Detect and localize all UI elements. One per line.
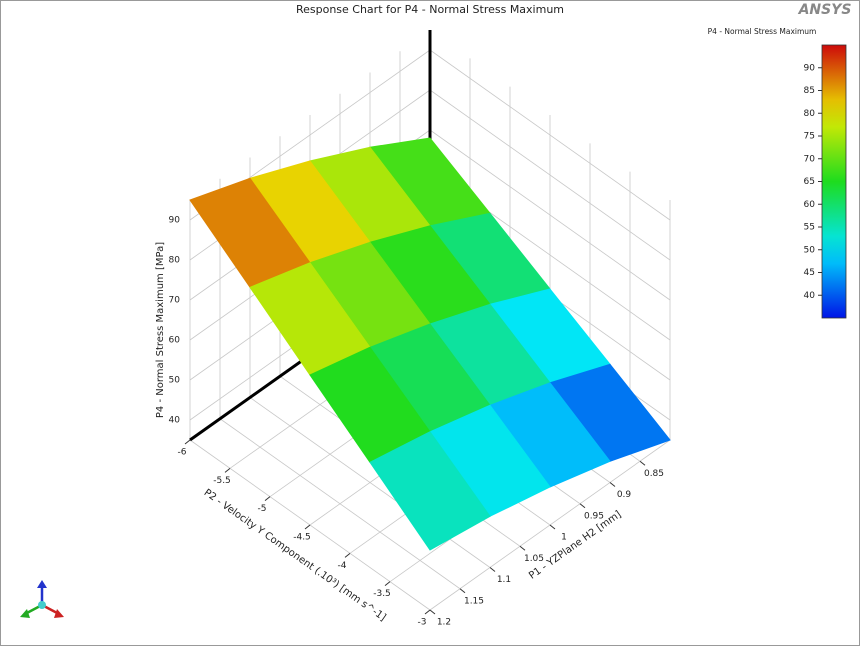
colorbar-title: P4 - Normal Stress Maximum [708,27,817,36]
colorbar-tick-label: 55 [804,223,815,233]
chart-title: Response Chart for P4 - Normal Stress Ma… [296,3,564,16]
y-tick-label: 1.05 [524,554,544,564]
z-axis-label: P4 - Normal Stress Maximum [MPa] [155,242,166,418]
colorbar-tick-label: 85 [804,86,815,96]
y-tick-label: 1.15 [464,596,484,606]
x-tick-label: -5 [258,504,267,514]
y-tick [459,588,466,594]
y-tick [429,609,436,615]
colorbar-tick-label: 80 [804,109,816,119]
z-tick-label: 50 [169,376,181,386]
x-tick [384,581,391,587]
z-tick-label: 40 [169,416,181,426]
x-tick-label: -5.5 [213,476,231,486]
colorbar-tick-label: 75 [804,132,815,142]
x-tick [424,609,431,615]
y-tick [579,503,586,509]
x-tick [224,467,231,473]
colorbar-tick-label: 70 [804,154,816,164]
y-tick [549,524,556,530]
colorbar-tick-label: 45 [804,268,815,278]
z-tick-label: 70 [169,296,181,306]
x-tick-label: -4.5 [293,533,311,543]
logo: ANSYS [798,2,852,18]
x-tick [264,496,271,502]
y-tick [489,567,496,572]
x-tick-label: -3.5 [373,589,391,599]
surface-patch [369,431,491,551]
y-tick-label: 0.9 [617,490,632,500]
y-tick [639,460,646,466]
y-tick-label: 1.2 [437,618,451,628]
x-tick-label: -3 [418,618,427,628]
y-tick-label: 1 [561,533,567,543]
colorbar-tick-label: 60 [804,200,816,210]
x-tick-label: -4 [338,561,347,571]
y-tick-label: 1.1 [497,575,511,585]
y-tick-label: 0.95 [584,511,604,521]
x-tick-label: -6 [178,448,187,458]
y-tick-label: 0.85 [644,469,664,479]
colorbar-tick-label: 40 [804,291,816,301]
z-tick-label: 80 [169,256,181,266]
triad [20,580,64,618]
x-tick [344,552,351,558]
z-tick-label: 60 [169,336,181,346]
colorbar-tick-label: 65 [804,177,815,187]
colorbar-tick-label: 50 [804,245,816,255]
x-tick [184,439,191,445]
x-tick [304,524,311,530]
colorbar [821,44,847,319]
y-tick [519,545,526,551]
y-tick [609,482,616,487]
z-tick-label: 90 [169,216,181,226]
colorbar-tick-label: 90 [804,63,816,73]
